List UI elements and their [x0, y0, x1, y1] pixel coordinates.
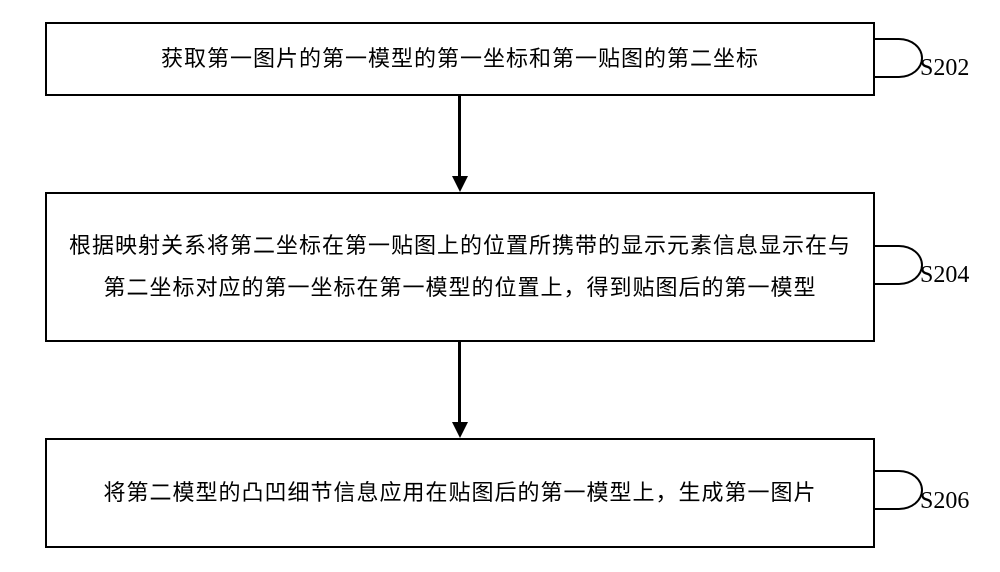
- flow-node-3-text: 将第二模型的凸凹细节信息应用在贴图后的第一模型上，生成第一图片: [103, 472, 816, 514]
- callout-curve-3: [875, 470, 923, 510]
- arrow-1-line: [458, 96, 461, 176]
- flow-label-2: S204: [920, 262, 969, 289]
- flow-node-3: 将第二模型的凸凹细节信息应用在贴图后的第一模型上，生成第一图片: [45, 438, 875, 548]
- arrow-1-head: [452, 176, 468, 192]
- flowchart-canvas: 获取第一图片的第一模型的第一坐标和第一贴图的第二坐标 S202 根据映射关系将第…: [0, 0, 1000, 572]
- flow-label-3: S206: [920, 488, 969, 515]
- arrow-2-line: [458, 342, 461, 422]
- callout-curve-2: [875, 245, 923, 285]
- flow-node-2-text: 根据映射关系将第二坐标在第一贴图上的位置所携带的显示元素信息显示在与第二坐标对应…: [67, 225, 853, 309]
- arrow-2-head: [452, 422, 468, 438]
- callout-curve-1: [875, 38, 923, 78]
- flow-node-2: 根据映射关系将第二坐标在第一贴图上的位置所携带的显示元素信息显示在与第二坐标对应…: [45, 192, 875, 342]
- flow-node-1-text: 获取第一图片的第一模型的第一坐标和第一贴图的第二坐标: [161, 38, 759, 80]
- flow-label-1: S202: [920, 55, 969, 82]
- flow-node-1: 获取第一图片的第一模型的第一坐标和第一贴图的第二坐标: [45, 22, 875, 96]
